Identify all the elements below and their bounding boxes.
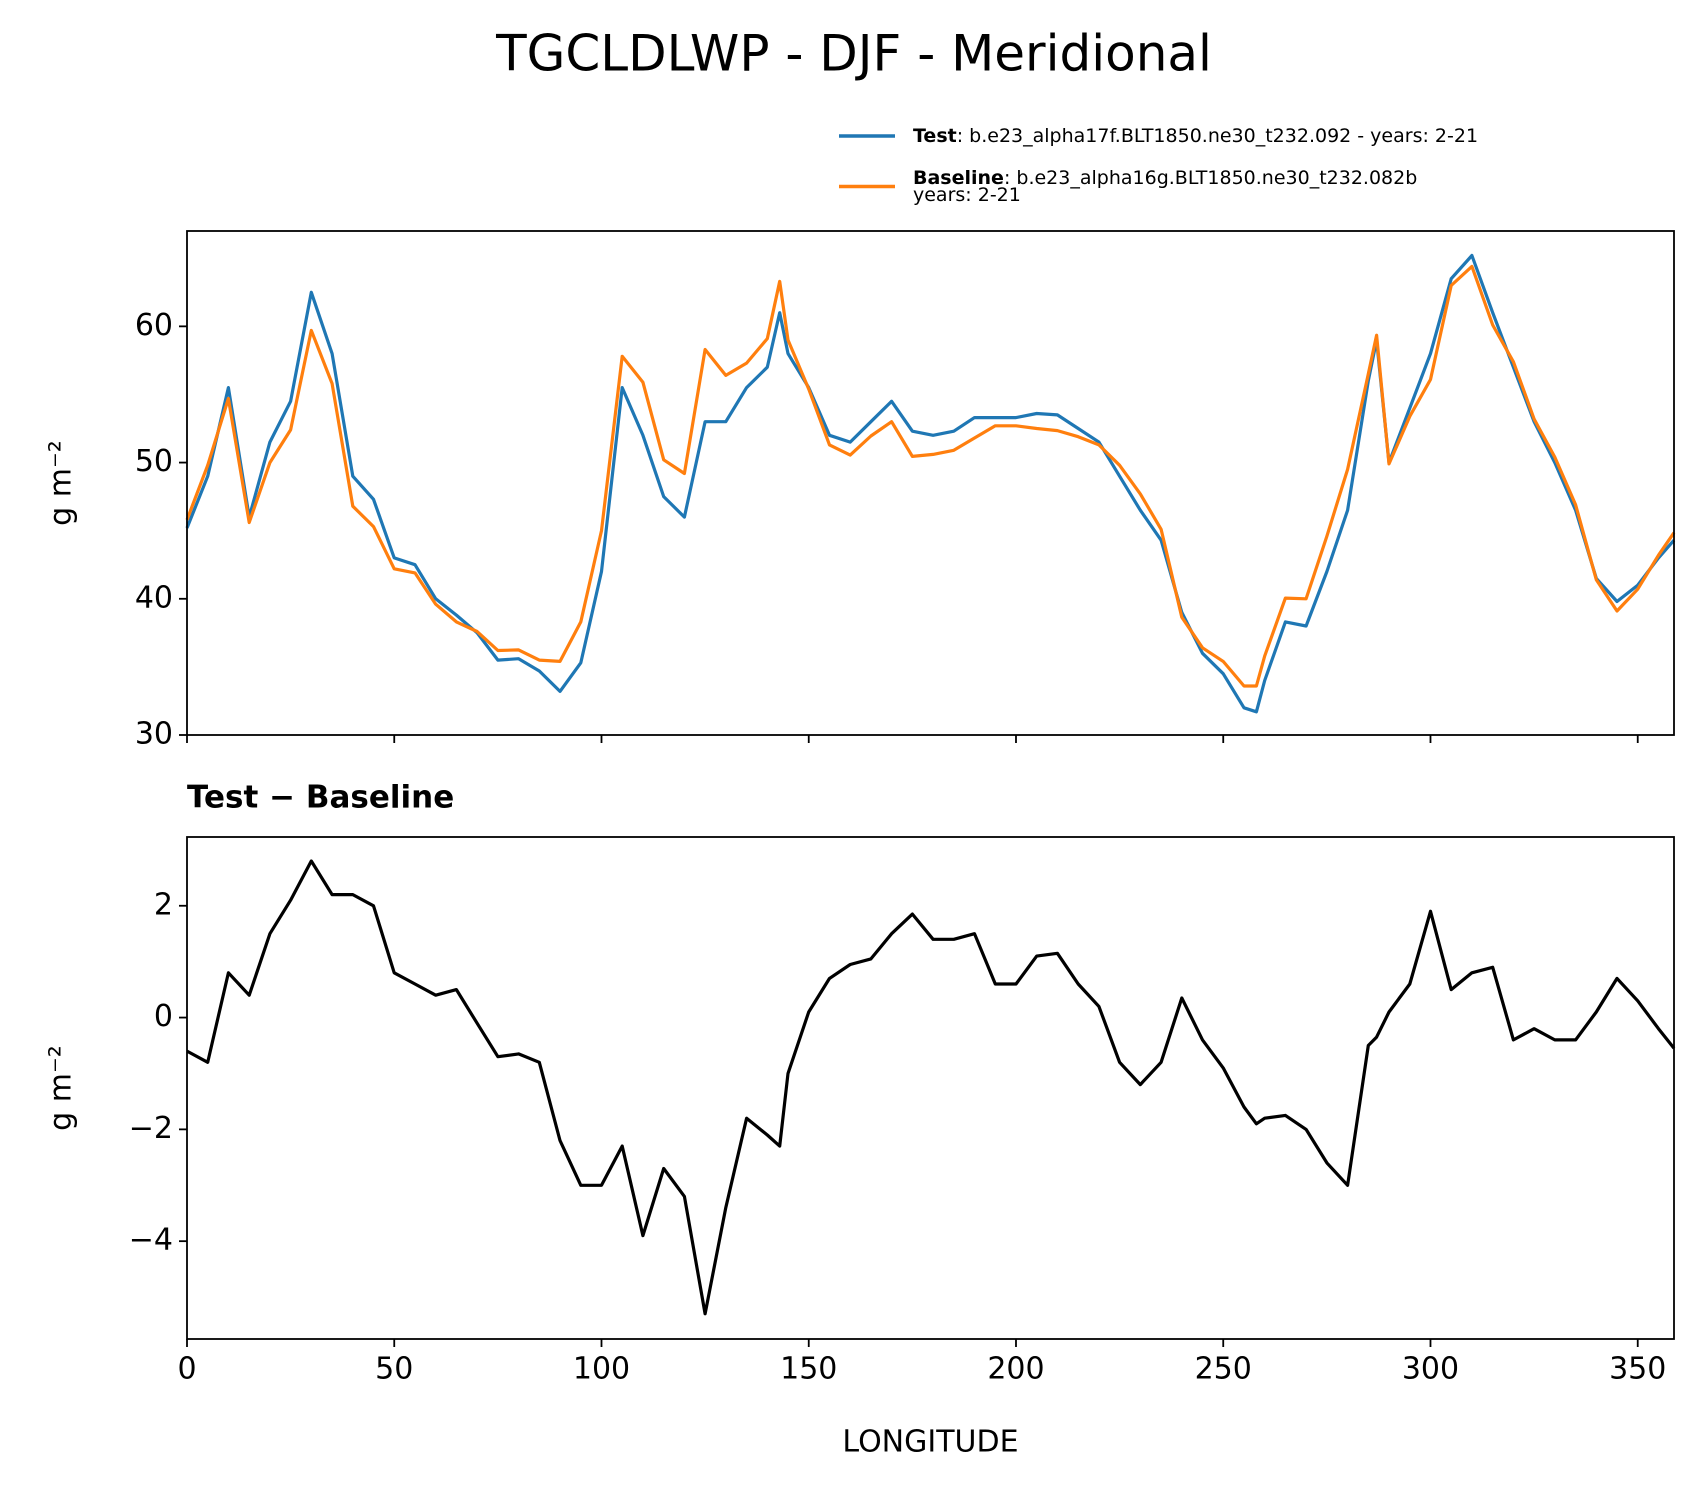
figure-title: TGCLDLWP - DJF - Meridional [495,25,1212,83]
y-tick-label: 30 [135,717,173,752]
x-tick-label: 0 [177,1352,196,1387]
plot-frame [186,230,1675,736]
y-axis-label: g m⁻² [44,440,79,526]
x-tick-label: 350 [1609,1352,1666,1387]
x-tick-label: 50 [375,1352,413,1387]
x-tick-label: 150 [780,1352,837,1387]
x-axis-label: LONGITUDE [842,1425,1018,1460]
subplot-title: Test − Baseline [187,780,454,816]
plot-frame [186,836,1675,1340]
y-tick-label: 60 [135,308,173,343]
legend-label: Baseline: b.e23_alpha16g.BLT1850.ne30_t2… [913,167,1417,189]
y-tick-label: 0 [154,999,173,1034]
y-tick-label: 40 [135,580,173,615]
legend-name: Test [913,125,957,147]
x-tick-label: 300 [1402,1352,1459,1387]
legend-name: Baseline [913,167,1004,189]
y-axis-label: g m⁻² [44,1045,79,1131]
data-line [185,264,1676,688]
y-tick-label: −2 [129,1111,173,1146]
legend-detail: years: 2-21 [913,184,1021,206]
y-tick-label: 2 [154,887,173,922]
legend-detail: : b.e23_alpha16g.BLT1850.ne30_t232.082b [1004,167,1417,189]
y-tick-label: 50 [135,444,173,479]
data-line [185,253,1676,714]
legend-label: Test: b.e23_alpha17f.BLT1850.ne30_t232.0… [913,125,1478,147]
data-line [186,859,1676,1316]
y-tick-label: −4 [129,1223,173,1258]
x-tick-label: 100 [573,1352,630,1387]
x-tick-label: 200 [987,1352,1044,1387]
x-tick-label: 250 [1195,1352,1252,1387]
legend-detail: : b.e23_alpha17f.BLT1850.ne30_t232.092 -… [957,125,1478,147]
